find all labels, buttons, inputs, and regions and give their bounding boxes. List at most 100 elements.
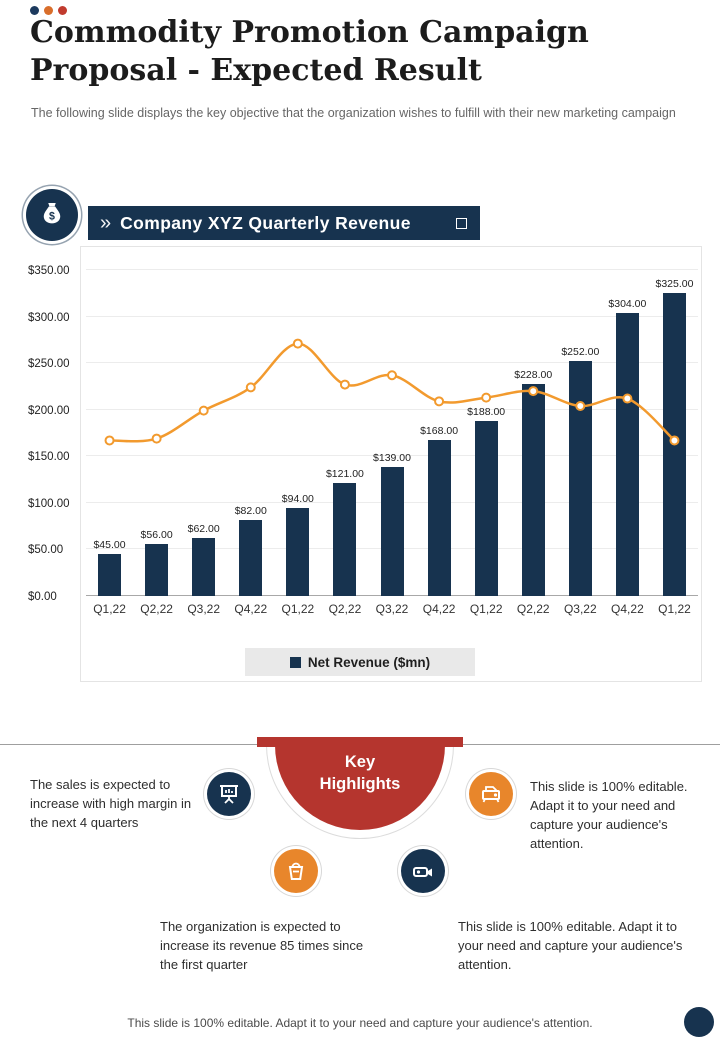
highlight-text-top-left: The sales is expected to increase with h… <box>30 777 192 830</box>
bar <box>333 483 357 596</box>
y-tick-label: $250.00 <box>28 358 70 371</box>
bar <box>568 361 592 596</box>
bar-value-label: $82.00 <box>234 504 267 517</box>
bar-column: $82.00 <box>227 270 274 596</box>
bar-value-label: $56.00 <box>140 528 173 541</box>
y-tick-label: $200.00 <box>28 404 70 417</box>
y-tick-label: $100.00 <box>28 497 70 510</box>
bar <box>521 383 545 596</box>
bar-column: $304.00 <box>604 270 651 596</box>
y-tick-label: $0.00 <box>28 591 57 603</box>
x-axis-label: Q4,22 <box>611 602 644 616</box>
plot-area: $45.00 $56.00 $62.00 $82.00 $94.00 $121.00 $13… <box>86 269 698 596</box>
projector-icon <box>401 849 445 893</box>
bar-value-label: $139.00 <box>373 451 411 464</box>
chart-title-banner: » Company XYZ Quarterly Revenue <box>88 206 480 240</box>
x-axis-label: Q2,22 <box>516 602 550 616</box>
highlight-text-bottom-left: The organization is expected to increase… <box>160 919 364 972</box>
paint-bucket-icon <box>274 849 318 893</box>
x-axis-label: Q1,22 <box>93 602 126 616</box>
bar-value-label: $325.00 <box>655 278 694 291</box>
bar <box>380 466 404 596</box>
bar-value-label: $45.00 <box>93 539 126 552</box>
bar-column: $188.00 <box>463 270 510 596</box>
bar-column: $94.00 <box>274 270 321 596</box>
chart-border <box>80 246 702 682</box>
bar-value-label: $228.00 <box>514 368 553 381</box>
bar <box>615 312 639 596</box>
banner-square-decor <box>456 218 467 229</box>
x-axis-label: Q3,22 <box>563 602 597 616</box>
bar <box>192 538 216 596</box>
page-title-line2: Proposal - Expected Result <box>30 53 482 88</box>
x-axis-label: Q2,22 <box>328 602 362 616</box>
chart-legend: Net Revenue ($mn) <box>245 648 475 676</box>
bar-value-label: $188.00 <box>467 405 506 418</box>
x-axis-label: Q4,22 <box>422 602 456 616</box>
dot-red <box>58 6 67 15</box>
dot-orange <box>44 6 53 15</box>
page-subtitle: The following slide displays the key obj… <box>31 106 676 120</box>
bar <box>286 508 310 596</box>
chart: $0.00 $50.00 $100.00 $150.00 $200.00 $250.00 $… <box>28 246 702 682</box>
legend-label: Net Revenue ($mn) <box>307 654 431 670</box>
x-axis-label: Q3,22 <box>187 602 221 616</box>
highlight-text-top-right: This slide is 100% editable. Adapt it to… <box>530 779 688 851</box>
x-axis-label: Q1,22 <box>658 602 691 616</box>
x-axis-label: Q1,22 <box>281 602 315 616</box>
money-bag-icon: $ <box>37 198 67 233</box>
highlight-text-bottom-right: This slide is 100% editable. Adapt it to… <box>458 919 683 972</box>
gridline <box>86 362 698 364</box>
highlights-title: Key Highlights <box>275 751 445 795</box>
bar-value-label: $252.00 <box>561 346 600 359</box>
bar <box>145 543 169 596</box>
svg-text:$: $ <box>49 210 55 222</box>
trend-line <box>104 338 680 446</box>
gridline <box>86 408 698 410</box>
x-axis: Q1,22 Q2,22 Q3,22 Q4,22 Q1,22 Q2,22 Q3,22 Q4,22… <box>86 602 698 616</box>
bar-value-label: $62.00 <box>187 523 220 536</box>
bar-value-label: $304.00 <box>608 297 647 310</box>
chart-title: Company XYZ Quarterly Revenue <box>120 212 411 233</box>
x-axis-label: Q2,22 <box>140 602 173 616</box>
page-title: Commodity Promotion Campaign Proposal - … <box>30 14 690 90</box>
gridline <box>86 269 698 270</box>
gridline <box>86 315 698 317</box>
bar-column: $228.00 <box>510 270 557 596</box>
accent-dots <box>30 6 67 15</box>
bar-column: $252.00 <box>557 270 604 596</box>
highlights-badge-bar <box>257 737 463 747</box>
bar <box>474 420 498 596</box>
bar-column: $62.00 <box>180 270 227 596</box>
highlights-title-line1: Key <box>344 753 376 771</box>
bar-column: $45.00 <box>86 270 133 596</box>
bar-column: $56.00 <box>133 270 180 596</box>
x-axis-label: Q3,22 <box>375 602 409 616</box>
dot-navy <box>30 6 39 15</box>
bar-value-label: $121.00 <box>325 468 364 481</box>
gridline <box>86 455 698 457</box>
legend-swatch <box>289 656 301 668</box>
bar <box>98 554 122 596</box>
bars: $45.00 $56.00 $62.00 $82.00 $94.00 $121.00 $13… <box>86 270 698 596</box>
x-axis-label: Q1,22 <box>469 602 503 616</box>
y-tick-label: $300.00 <box>28 311 70 324</box>
presentation-chart-icon <box>207 772 251 816</box>
corner-circle-decor <box>684 1007 714 1037</box>
printing-press-icon <box>469 772 513 816</box>
bar <box>427 439 451 596</box>
y-tick-label: $50.00 <box>28 544 64 557</box>
bar <box>239 519 263 596</box>
y-tick-label: $150.00 <box>28 451 70 464</box>
bar-value-label: $94.00 <box>281 493 314 506</box>
bar-column: $168.00 <box>416 270 463 596</box>
bar-column: $121.00 <box>321 270 368 596</box>
x-axis-label: Q4,22 <box>234 602 268 616</box>
bar-column: $139.00 <box>368 270 415 596</box>
y-tick-label: $350.00 <box>28 265 70 277</box>
bar-value-label: $168.00 <box>420 424 459 437</box>
chevron-right-icon: » <box>100 212 112 234</box>
footer-note: This slide is 100% editable. Adapt it to… <box>127 1016 593 1030</box>
y-axis: $0.00 $50.00 $100.00 $150.00 $200.00 $250.00 $… <box>28 265 82 603</box>
page-title-line1: Commodity Promotion Campaign <box>30 15 589 50</box>
